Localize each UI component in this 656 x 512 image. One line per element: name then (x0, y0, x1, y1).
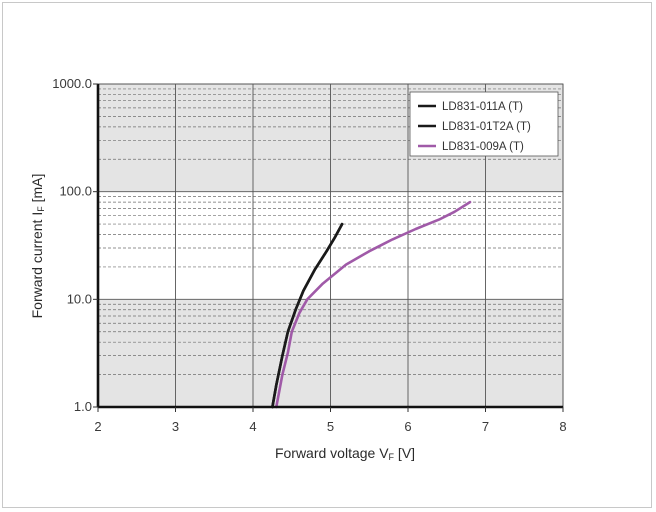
y-tick-label: 10.0 (67, 291, 92, 306)
x-tick-label: 7 (482, 419, 489, 434)
x-tick-label: 2 (94, 419, 101, 434)
x-tick-label: 4 (249, 419, 256, 434)
y-axis-title: Forward current IF [mA] (29, 174, 46, 319)
series-line-1 (271, 222, 344, 409)
legend-label-2: LD831-009A (T) (442, 141, 524, 153)
series-layer (271, 200, 472, 409)
x-tick-label: 8 (559, 419, 566, 434)
y-tick-label: 100.0 (59, 184, 92, 199)
y-tick-label: 1000.0 (52, 76, 92, 91)
y-tick-label: 1.0 (74, 399, 92, 414)
series-line-2 (275, 200, 472, 409)
x-axis-title: Forward voltage VF [V] (275, 445, 415, 462)
legend-label-1: LD831-01T2A (T) (442, 121, 531, 133)
x-tick-label: 6 (404, 419, 411, 434)
x-tick-labels: 2 3 4 5 6 7 8 (94, 407, 567, 434)
legend-label-0: LD831-011A (T) (442, 101, 523, 113)
y-tick-labels: 1.0 10.0 100.0 1000.0 (52, 76, 98, 414)
legend: LD831-011A (T) LD831-01T2A (T) LD831-009… (409, 91, 559, 157)
x-tick-label: 5 (327, 419, 334, 434)
x-tick-label: 3 (172, 419, 179, 434)
